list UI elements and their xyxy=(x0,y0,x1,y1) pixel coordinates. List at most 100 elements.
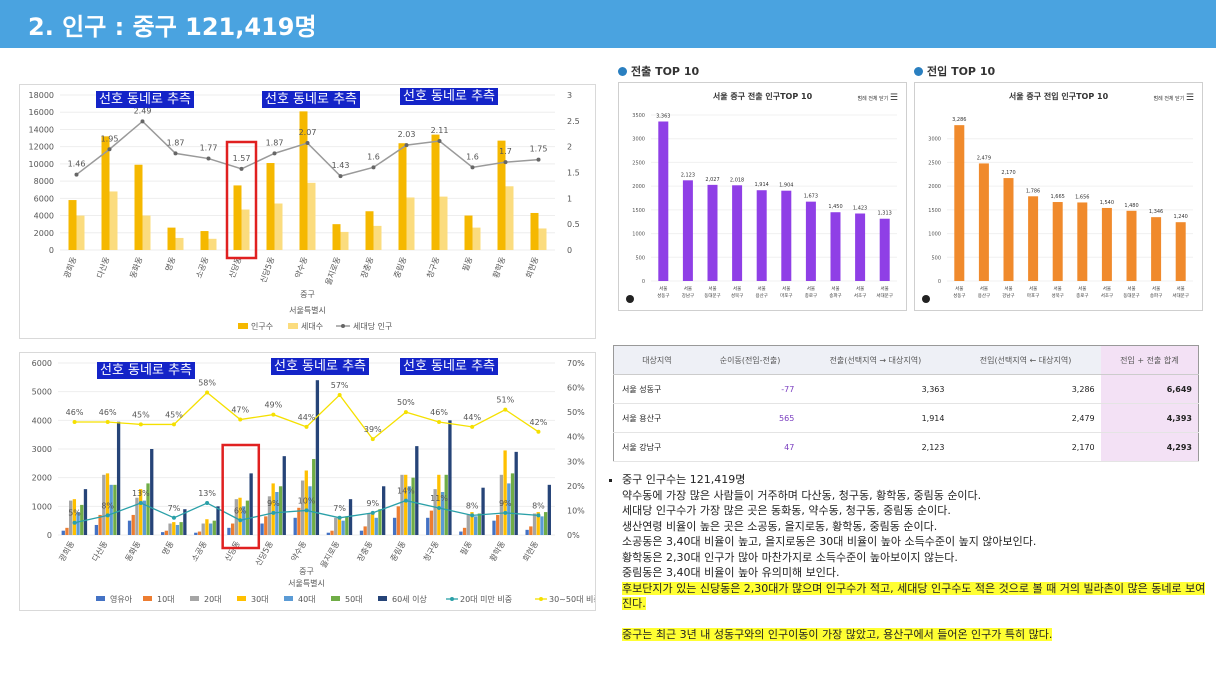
population-chart-panel: 0 2000 4000 6000 8000 10000 12000 14000 16000 180… xyxy=(19,84,596,339)
ratio-point xyxy=(107,147,112,152)
data-label: 3,363 xyxy=(656,113,670,119)
data-label: 1,240 xyxy=(1174,214,1188,220)
bar-age-group xyxy=(208,523,213,535)
bar-age-group xyxy=(514,451,518,535)
under20-point xyxy=(72,520,77,525)
working-age-point xyxy=(337,392,342,397)
inflow-label: 전입 TOP 10 xyxy=(927,65,996,78)
ratio-data-label: 1.6 xyxy=(466,152,479,161)
menu-icon[interactable]: ☰ xyxy=(1185,93,1194,103)
outflow-section-title: 전출 TOP 10 xyxy=(618,63,699,79)
note-line: 세대당 인구수가 가장 많은 곳은 동화동, 약수동, 청구동, 중림동 순이다… xyxy=(622,504,951,517)
y2-tick-label: 0.5 xyxy=(567,220,580,229)
y-tick-label: 3500 xyxy=(632,113,645,119)
ratio-data-label: 1.75 xyxy=(530,145,548,154)
working-age-point xyxy=(437,419,442,424)
bar-age-group xyxy=(315,380,320,535)
under20-point xyxy=(503,510,508,515)
menu-icon[interactable]: ☰ xyxy=(889,93,898,103)
legend-swatch xyxy=(288,323,298,329)
table-row: 서울 강남구 47 2,123 2,170 4,293 xyxy=(613,432,1199,462)
legend-label: 30~50대 비중 xyxy=(549,595,595,604)
under20-point xyxy=(337,515,342,520)
bar-population xyxy=(464,215,473,250)
circle-icon xyxy=(914,67,923,76)
bar-age-group xyxy=(161,532,165,535)
region-label: 서울특별시 xyxy=(289,305,326,315)
ratio-data-label: 2.11 xyxy=(431,126,449,135)
note-line-highlight: 후보단지가 있는 신당동은 2,30대가 많으며 인구수가 적고, 세대당 인구… xyxy=(622,581,1206,612)
x-tick-label: 중림동 xyxy=(388,539,408,563)
x-tick-label: 필동 xyxy=(460,255,474,272)
legend-label: 영유아 xyxy=(110,594,133,604)
bar-age-group xyxy=(341,520,345,535)
bar-households xyxy=(472,227,481,250)
x-tick-label: 광희동 xyxy=(57,539,77,563)
in-cell: 2,170 xyxy=(950,432,1101,462)
working-age-data-label: 51% xyxy=(496,396,514,405)
x-tick-label: 소공동 xyxy=(194,256,210,280)
region-label: 서울특별시 xyxy=(288,578,325,588)
legend-swatch xyxy=(450,597,454,601)
bar-age-group xyxy=(429,510,434,535)
data-label: 3,286 xyxy=(952,117,966,123)
y-tick-label: 1000 xyxy=(32,502,52,511)
ratio-data-label: 1.87 xyxy=(167,138,185,147)
population-chart: 0 2000 4000 6000 8000 10000 12000 14000 16000 180… xyxy=(29,91,580,331)
highlighted-text: 중구는 최근 3년 내 성동구와의 인구이동이 가장 많았고, 용산구에서 들어… xyxy=(622,627,1053,641)
data-label: 1,423 xyxy=(853,206,867,212)
bar-age-group xyxy=(168,523,172,535)
bar-age-group xyxy=(392,517,397,535)
bar-age-group xyxy=(532,513,537,535)
bar-age-group xyxy=(300,480,305,535)
out-cell: 2,123 xyxy=(800,432,951,462)
bar-age-group xyxy=(201,523,205,535)
working-age-point xyxy=(536,429,541,434)
x-tick-label: 을지로동 xyxy=(319,540,342,570)
bar-age-group xyxy=(367,513,371,535)
bar xyxy=(1101,207,1112,281)
bar xyxy=(707,184,718,281)
bar-households xyxy=(142,215,151,250)
x-tick-label: 서대문구 xyxy=(1172,292,1189,299)
under20-data-label: 10% xyxy=(298,496,316,505)
y-tick-label: 3000 xyxy=(32,445,52,454)
page-title: 2. 인구 : 중구 121,419명 xyxy=(28,13,317,41)
bar-age-group xyxy=(127,520,132,535)
bar-age-group xyxy=(477,513,482,535)
ratio-data-label: 1.77 xyxy=(200,144,218,153)
x-tick-label: 광희동 xyxy=(61,255,78,279)
under20-point xyxy=(238,518,243,523)
y-tick-label: 2000 xyxy=(928,184,941,190)
data-label: 1,665 xyxy=(1051,194,1065,200)
under20-data-label: 6% xyxy=(234,506,247,515)
bar-age-group xyxy=(98,514,102,535)
bar-age-group xyxy=(245,500,250,535)
bar-age-group xyxy=(194,532,198,535)
data-label: 1,786 xyxy=(1026,188,1040,194)
x-tick-label: 용산구 xyxy=(755,292,767,299)
bar xyxy=(1003,178,1014,281)
region-cell: 서울 성동구 xyxy=(613,374,700,404)
under20-data-label: 8% xyxy=(532,501,545,510)
legend-swatch xyxy=(96,596,105,601)
bar-age-group xyxy=(65,527,69,535)
y-tick-label: 14000 xyxy=(29,125,54,134)
bar-age-group xyxy=(293,517,297,535)
bar xyxy=(855,213,866,281)
y2-tick-label: 3 xyxy=(567,91,572,100)
bar-age-group xyxy=(138,489,143,535)
bar-age-group xyxy=(297,507,301,535)
bar-age-group xyxy=(370,512,375,535)
x-tick-label: 서울 xyxy=(831,285,839,292)
ratio-point xyxy=(470,165,475,170)
working-age-point xyxy=(105,419,110,424)
legend-toggle[interactable]: 범례 전체 닫기 ☰ xyxy=(1154,93,1194,103)
bar xyxy=(658,121,669,281)
x-tick-label: 신당5동 xyxy=(258,255,277,284)
x-tick-label: 서울 xyxy=(980,285,988,292)
y2-tick-label: 10% xyxy=(567,506,585,515)
legend-toggle[interactable]: 범례 전체 닫기 ☰ xyxy=(858,93,898,103)
outflow-chart-title: 서울 중구 전출 인구TOP 10 xyxy=(712,92,813,101)
x-tick-label: 성북구 xyxy=(1051,292,1063,299)
